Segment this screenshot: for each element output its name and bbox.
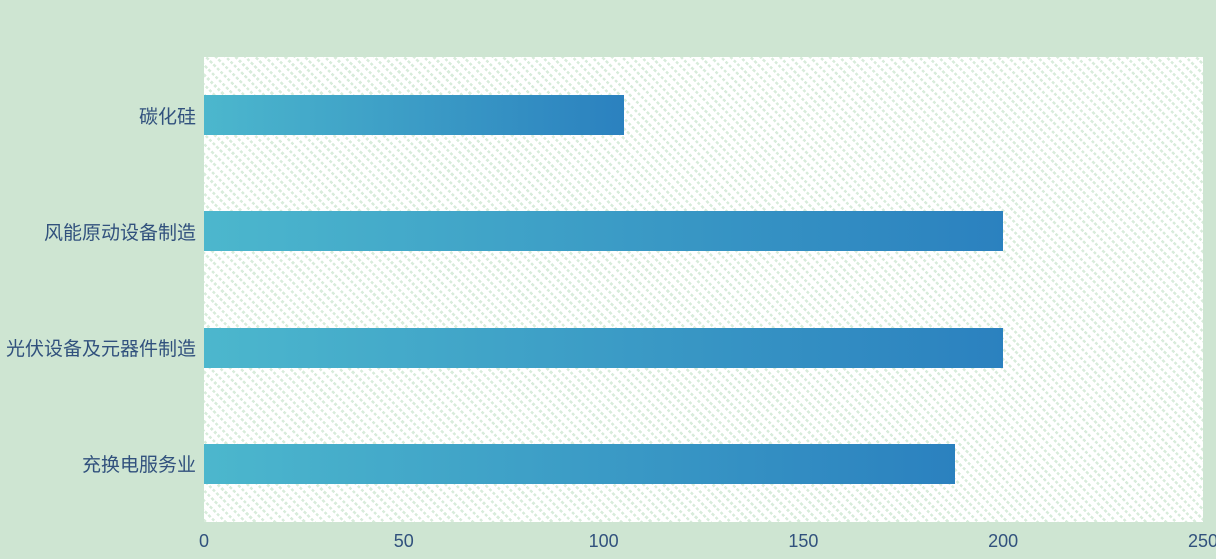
bar-4[interactable] <box>204 443 956 484</box>
bar-1[interactable] <box>204 95 624 136</box>
bar-3[interactable] <box>204 327 1004 368</box>
category-row: 风能原动设备制造 <box>0 173 196 289</box>
category-label: 光伏设备及元器件制造 <box>5 339 196 361</box>
bar-row <box>204 57 1203 173</box>
x-tick-label: 0 <box>198 531 210 551</box>
y-axis-labels: 碳化硅风能原动设备制造光伏设备及元器件制造充换电服务业 <box>0 57 196 522</box>
category-row: 碳化硅 <box>0 57 196 173</box>
x-tick-label: 250 <box>1187 531 1216 551</box>
category-label: 充换电服务业 <box>81 455 196 477</box>
bar-row <box>204 406 1203 522</box>
category-row: 光伏设备及元器件制造 <box>0 290 196 406</box>
x-tick-label: 150 <box>788 531 819 551</box>
x-tick-label: 50 <box>393 531 414 551</box>
category-label: 风能原动设备制造 <box>43 222 196 244</box>
x-axis-tick-labels: 0 50 100 150 200 250 <box>199 531 1216 555</box>
category-row: 充换电服务业 <box>0 406 196 522</box>
bar-row <box>204 173 1203 289</box>
category-label: 碳化硅 <box>138 106 196 128</box>
bar-2[interactable] <box>204 211 1004 252</box>
x-tick-label: 200 <box>988 531 1019 551</box>
plot-area <box>204 57 1203 522</box>
x-tick-label: 100 <box>588 531 619 551</box>
bar-row <box>204 290 1203 406</box>
